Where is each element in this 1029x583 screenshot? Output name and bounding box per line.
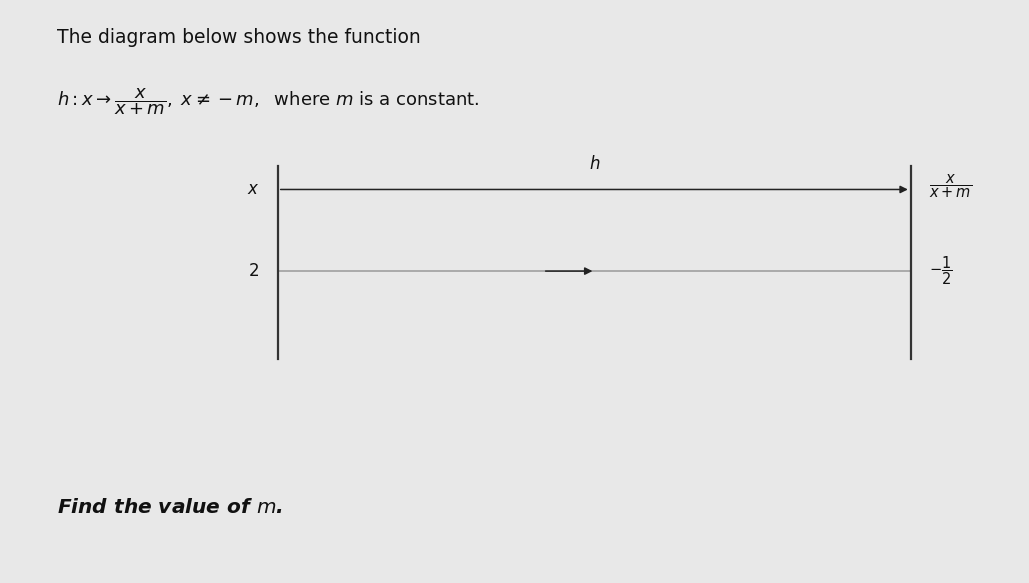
Text: $2$: $2$	[248, 262, 259, 280]
Text: The diagram below shows the function: The diagram below shows the function	[57, 29, 420, 47]
Text: $h$: $h$	[589, 155, 600, 173]
Text: Find the value of $m$.: Find the value of $m$.	[57, 498, 283, 517]
Text: $\dfrac{x}{x+m}$: $\dfrac{x}{x+m}$	[929, 173, 972, 201]
Text: $-\dfrac{1}{2}$: $-\dfrac{1}{2}$	[929, 255, 953, 287]
Text: $x$: $x$	[247, 181, 259, 198]
Text: $h : x \rightarrow \dfrac{x}{x+m}$$,\; x \neq -m,$  where $m$ is a constant.: $h : x \rightarrow \dfrac{x}{x+m}$$,\; x…	[57, 87, 480, 117]
